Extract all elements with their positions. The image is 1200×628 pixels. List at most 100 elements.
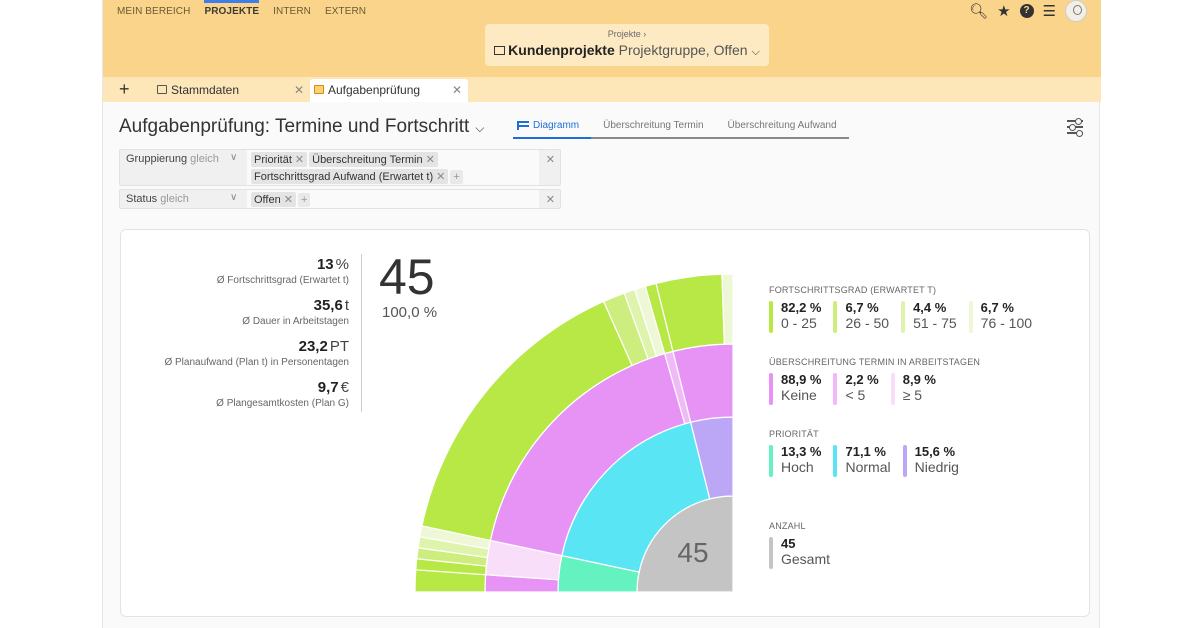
legend-pct: 6,7 % [845,300,879,315]
nav-projekte[interactable]: PROJEKTE [204,0,260,22]
legend-item[interactable]: 4,4 % 51 - 75 [901,300,957,333]
kpi-label: Ø Plangesamtkosten (Plan G) [216,398,349,409]
kpi-value: 23,2 [298,338,328,355]
legend-swatch [833,301,838,333]
close-icon[interactable]: ✕ [294,154,305,166]
filter-operator[interactable]: gleich [190,153,219,165]
legend-item[interactable]: 2,2 % < 5 [833,372,879,405]
top-icons: 🔍︎ ★ ? ☰ [969,0,1087,22]
chip-ueberschreitung-termin[interactable]: Überschreitung Termin ✕ [309,152,438,167]
total-percent: 100,0 % [382,304,438,321]
legend-swatch [769,373,773,405]
nav-intern[interactable]: INTERN [273,6,311,17]
close-icon[interactable]: ✕ [293,83,304,97]
tab-ueberschreitung-termin[interactable]: Überschreitung Termin [591,118,716,139]
tab-ueberschreitung-aufwand[interactable]: Überschreitung Aufwand [715,118,849,139]
legend-item[interactable]: 88,9 % Keine [769,372,821,405]
tab-stammdaten[interactable]: Stammdaten ✕ [153,79,310,102]
star-icon[interactable]: ★ [997,3,1011,20]
chevron-down-icon[interactable]: ∨ [230,152,238,163]
sunburst-chart[interactable]: 45 [415,274,735,594]
legend-prioritaet: PRIORITÄT 13,3 % Hoch 71,1 % Normal 15,6 %… [769,429,971,477]
add-chip-button[interactable]: + [450,170,463,184]
avatar[interactable] [1065,0,1087,22]
legend-pct: 13,3 % [781,444,822,459]
chevron-down-icon[interactable]: ∨ [230,192,238,203]
nav-mein-bereich[interactable]: MEIN BEREICH [117,6,191,17]
legend-name: 76 - 100 [980,315,1033,331]
clear-filter-icon[interactable]: ✕ [545,194,555,206]
filter-operator[interactable]: gleich [160,193,189,205]
legend-pct: 71,1 % [845,444,886,459]
chip-offen[interactable]: Offen ✕ [251,192,296,207]
folder-icon [157,85,167,94]
legend-item[interactable]: 8,9 % ≥ 5 [890,372,936,405]
kpi-dauer: 35,6 t Ø Dauer in Arbeitstagen [242,297,349,327]
legend-item[interactable]: 82,2 % 0 - 25 [769,300,822,333]
legend-item[interactable]: 71,1 % Normal [833,444,891,477]
legend-swatch [769,301,773,333]
search-icon[interactable]: 🔍︎ [969,3,989,20]
breadcrumb-separator: › [643,29,647,39]
breadcrumb[interactable]: Projekte › Kundenprojekte Projektgruppe,… [485,24,769,66]
legend-name: 26 - 50 [845,315,890,331]
clear-filter-icon[interactable]: ✕ [545,154,555,166]
legend-fortschrittsgrad: FORTSCHRITTSGRAD (ERWARTET T) 82,2 % 0 - … [769,285,1044,333]
close-icon[interactable]: ✕ [451,83,462,97]
legend-pct: 82,2 % [781,300,822,315]
page-title-text: Aufgabenprüfung: Termine und Fortschritt [119,116,470,137]
legend-item[interactable]: 6,7 % 76 - 100 [968,300,1033,333]
close-icon[interactable]: ✕ [283,194,293,206]
kpi-planaufwand: 23,2 PT Ø Planaufwand (Plan t) in Persone… [164,338,349,368]
legend-name: Gesamt [781,551,831,567]
legend-swatch [769,445,773,477]
help-icon[interactable]: ? [1019,4,1034,18]
close-icon[interactable]: ✕ [436,171,446,183]
nav-extern[interactable]: EXTERN [324,6,367,17]
chip-prioritaet[interactable]: Priorität ✕ [251,152,308,167]
legend-title: ANZAHL [769,521,806,531]
legend-title: PRIORITÄT [769,429,819,439]
chart-card: 13% Ø Fortschrittsgrad (Erwartet t) 35,6… [120,229,1090,617]
kpi-plangesamtkosten: 9,7 € Ø Plangesamtkosten (Plan G) [216,379,349,409]
kpi-unit: t [344,297,349,314]
legend-item[interactable]: 15,6 % Niedrig [902,444,959,477]
legend-title: FORTSCHRITTSGRAD (ERWARTET T) [769,285,937,295]
legend-title: ÜBERSCHREITUNG TERMIN IN ARBEITSTAGEN [769,357,981,367]
legend-swatch [769,537,773,569]
kpi-value: 13 [316,256,334,273]
breadcrumb-title: Kundenprojekte [508,42,615,58]
legend-item[interactable]: 45 Gesamt [769,536,831,569]
filter-chips[interactable]: Priorität ✕ Überschreitung Termin ✕ Fortsch… [247,150,539,185]
divider [361,254,362,412]
tab-diagramm[interactable]: Diagramm [513,118,592,139]
close-icon[interactable]: ✕ [425,154,435,166]
chevron-down-icon[interactable]: ⌵ [751,46,760,58]
add-tab-button[interactable]: + [119,79,130,99]
filter-label: Gruppierung [126,153,188,165]
breadcrumb-parent[interactable]: Projekte [607,29,641,39]
kpi-unit: € [340,379,349,396]
legend-pct: 4,4 % [913,300,947,315]
chip-fortschrittsgrad[interactable]: Fortschrittsgrad Aufwand (Erwartet t) ✕ [251,169,449,184]
main-navigation: MEIN BEREICH PROJEKTE INTERN EXTERN [117,0,366,22]
chevron-down-icon[interactable]: ⌵ [475,121,485,135]
sunburst-fortschritt-segment[interactable] [721,274,734,345]
legend-item[interactable]: 13,3 % Hoch [769,444,822,477]
tab-aufgabenpruefung[interactable]: Aufgabenprüfung ✕ [310,79,468,102]
page-title[interactable]: Aufgabenprüfung: Termine und Fortschritt… [119,116,484,138]
sunburst-center-label: 45 [677,537,708,568]
legend-swatch [902,445,907,477]
filter-chips[interactable]: Offen ✕ + [247,190,539,208]
menu-icon[interactable]: ☰ [1042,3,1056,20]
kpi-fortschrittsgrad: 13% Ø Fortschrittsgrad (Erwartet t) [217,256,349,286]
legend-name: 51 - 75 [913,315,957,331]
settings-sliders-icon[interactable] [1067,118,1083,137]
add-chip-button[interactable]: + [297,193,311,207]
app-window: MEIN BEREICH PROJEKTE INTERN EXTERN 🔍︎ ★… [102,0,1101,628]
tab-label: Aufgabenprüfung [328,83,421,97]
legend-swatch [901,301,906,333]
legend-pct: 15,6 % [914,444,956,459]
legend-item[interactable]: 6,7 % 26 - 50 [833,300,890,333]
kpi-label: Ø Dauer in Arbeitstagen [242,316,349,327]
